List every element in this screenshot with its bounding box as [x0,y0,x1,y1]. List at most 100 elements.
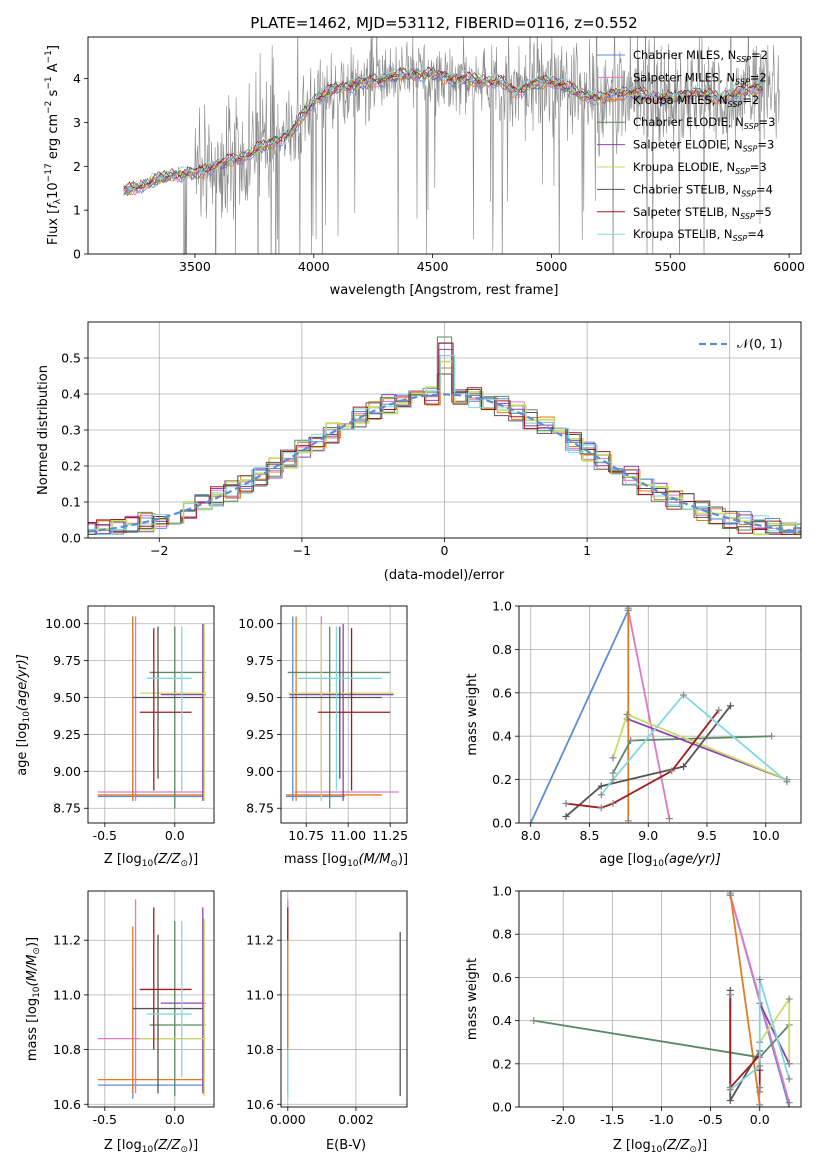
y-tick-label: 11.2 [53,933,81,948]
label-part: ⊙ [390,859,398,869]
label-part: (age/yr)] [664,852,721,867]
x-tick-label: -0.5 [93,828,117,843]
label-part: )] [398,852,408,867]
label-part: −17 [44,163,54,182]
age-vs-Z-x-axis-label: Z [log10(Z/Z⊙)] [104,852,198,869]
age_vs_mass-panel: 10.75 11.00 11.25 8.75 9.00 9.25 9.50 9.75 10.00 [238,605,408,843]
x-tick-label: -0.5 [698,1112,722,1127]
axes-frame [87,36,802,255]
y-tick-label: 11.0 [53,987,81,1002]
label-part: )] [25,937,40,947]
x-tick-label: 10.0 [752,828,780,843]
y-tick-label: 3 [73,115,81,130]
model-spectrum-kroupa_stelib [123,66,763,190]
label-part: −2 [44,101,54,114]
y-tick-label: 0.2 [492,772,512,787]
label-part: SSP [735,77,750,86]
y-tick-label: 0.2 [492,1056,512,1071]
x-tick-label: 5500 [654,259,686,274]
label-part: SSP [744,122,759,131]
y-tick-label: 0.2 [61,459,81,474]
spectrum-plot-area [123,37,780,254]
x-tick-label: 3500 [179,259,211,274]
mass_weight_vs_Z-plot-area [519,891,801,1107]
x-tick-label: 0.0 [750,1112,770,1127]
x-tick-label: -1.5 [600,1112,624,1127]
mass-weight-vs-age-x-axis-label: age [log10(age/yr)] [599,852,721,869]
y-tick-label: 11.0 [246,987,274,1002]
mass-vs-Z-y-axis-label: mass [log10(M/M⊙)] [25,937,42,1061]
label-part: ⊙ [180,1145,188,1155]
label-part: =4 [756,182,773,196]
y-tick-label: 0.0 [492,1100,512,1115]
label-part: age [log [599,852,652,867]
residuals-x-axis-label: (data-model)/error [384,568,505,583]
label-part: =4 [747,227,764,241]
mass-weight-vs-Z-x-axis-label: Z [log10(Z/Z⊙)] [613,1138,707,1155]
x-tick-label: 9.0 [638,828,658,843]
label-part: Flux [ [46,209,61,245]
legend-normal-label: 𝒩(0, 1) [737,336,783,351]
y-tick-label: 0.0 [492,816,512,831]
y-tick-label: 9.50 [246,690,274,705]
label-part: (M/M [359,852,391,867]
age_vs_Z-plot-area [88,606,214,823]
label-part: Salpeter ELODIE, N [633,138,743,152]
weight-series-chabrier_stelib [565,705,732,818]
x-tick-label: 0 [441,543,449,558]
y-tick-label: 0.4 [61,387,81,402]
model-spectrum-chabrier_stelib [123,67,763,189]
label-part: SSP [743,145,758,154]
mass-vs-ebv-x-axis-label: E(B-V) [326,1138,366,1153]
legend-entry: Salpeter ELODIE, NSSP=3 [633,138,774,154]
y-tick-label: 0.6 [492,970,512,985]
label-part: (Z/Z [153,852,181,867]
x-tick-label: 11.25 [372,828,408,843]
label-part: (age/yr)] [15,654,30,711]
mass_weight_vs_age-panel: 8.0 8.5 9.0 9.5 10.0 0.0 0.2 0.4 0.6 0.8 1.0 [492,599,802,843]
y-tick-label: 0.0 [61,531,81,546]
label-part: Chabrier ELODIE, N [633,115,744,129]
label-part: =3 [757,138,774,152]
spectrum-x-axis-label: wavelength [Angstrom, rest frame] [330,283,559,298]
y-tick-label: 0.8 [492,927,512,942]
residual-histogram-chabrier_stelib [88,373,801,535]
label-part: ⊙ [180,859,188,869]
label-part: 10 [22,711,32,723]
figure-title: PLATE=1462, MJD=53112, FIBERID=0116, z=0… [250,14,637,32]
label-part: Kroupa MILES, N [633,93,728,107]
label-part: Chabrier STELIB, N [633,182,741,196]
y-tick-label: 9.75 [246,653,274,668]
label-part: =3 [750,160,767,174]
x-tick-label: −1 [293,543,311,558]
label-part: (Z/Z [662,1138,690,1153]
mass_vs_Z-plot-area [88,891,214,1107]
label-part: 10 [347,859,359,869]
y-tick-label: 1 [73,203,81,218]
legend-entry: Salpeter STELIB, NSSP=5 [633,205,772,221]
age-vs-mass-x-axis-label: mass [log10(M/M⊙)] [284,852,408,869]
weight-series-salpeter_elodie [758,1002,791,1065]
mass_weight_vs_Z-panel: -2.0 -1.5 -1.0 -0.5 0.0 0.0 0.2 0.4 0.6 0.8 1.0 [492,884,802,1127]
x-tick-label: 5000 [536,259,568,274]
age_vs_Z-panel: -0.5 0.0 8.75 9.00 9.25 9.50 9.75 10.00 [45,605,215,843]
weight-series-kroupa_stelib [600,694,788,796]
label-part: 10 [652,859,664,869]
y-tick-label: 9.25 [53,727,81,742]
label-part: SSP [740,212,755,221]
y-tick-label: 9.00 [246,764,274,779]
label-part: ⊙ [689,1145,697,1155]
y-tick-label: 1.0 [492,599,512,614]
label-part: Kroupa ELODIE, N [633,160,735,174]
label-part: (Z/Z [153,1138,181,1153]
x-tick-label: 8.5 [580,828,600,843]
label-part: A [46,63,61,76]
x-tick-label: −2 [150,543,168,558]
y-tick-label: 9.50 [53,690,81,705]
label-part: Z [log [104,1138,142,1153]
mass_weight_vs_Z-y-axis-label: mass weight [465,958,480,1040]
y-tick-label: 0.1 [61,495,81,510]
x-tick-label: -2.0 [551,1112,575,1127]
